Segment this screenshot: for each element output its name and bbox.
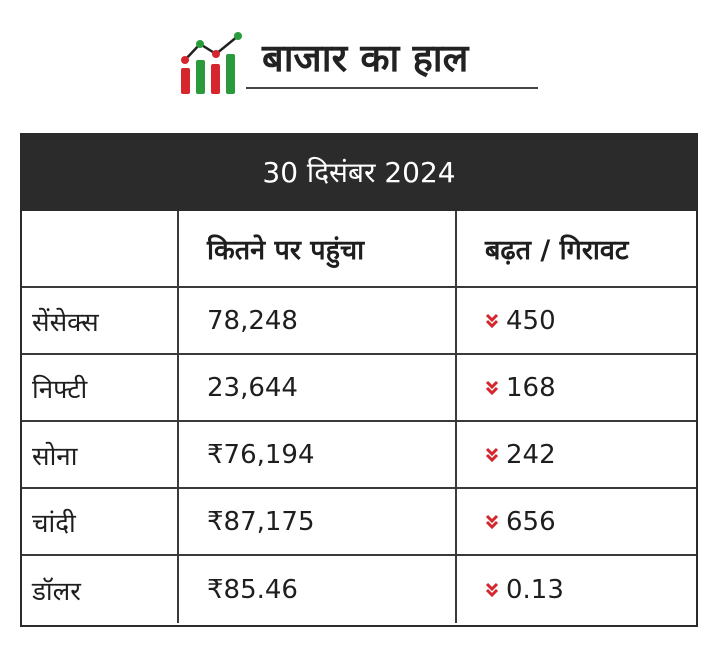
row-change: 0.13 <box>506 574 564 605</box>
row-change-cell: 168 <box>457 355 696 420</box>
row-value: ₹85.46 <box>179 556 457 623</box>
table-row: सोना ₹76,194 242 <box>22 422 696 489</box>
double-chevron-down-icon <box>485 380 499 395</box>
row-change-cell: 450 <box>457 288 696 353</box>
row-change: 168 <box>506 372 556 403</box>
title-underline <box>246 87 538 89</box>
double-chevron-down-icon <box>485 313 499 328</box>
table-row: डॉलर ₹85.46 0.13 <box>22 556 696 623</box>
page-title: बाजार का हाल <box>262 36 469 80</box>
row-name: निफ्टी <box>22 355 179 420</box>
table-row: सेंसेक्स 78,248 450 <box>22 288 696 355</box>
table-grid: कितने पर पहुंचा बढ़त / गिरावट सेंसेक्स 7… <box>22 211 696 623</box>
row-name: डॉलर <box>22 556 179 623</box>
column-header-value: कितने पर पहुंचा <box>179 211 457 286</box>
row-name: सेंसेक्स <box>22 288 179 353</box>
row-change: 656 <box>506 506 556 537</box>
table-header-row: कितने पर पहुंचा बढ़त / गिरावट <box>22 211 696 288</box>
column-header-name <box>22 211 179 286</box>
row-value: 23,644 <box>179 355 457 420</box>
date-banner: 30 दिसंबर 2024 <box>22 135 696 211</box>
row-change: 242 <box>506 439 556 470</box>
double-chevron-down-icon <box>485 582 499 597</box>
row-value: ₹76,194 <box>179 422 457 487</box>
row-change: 450 <box>506 305 556 336</box>
row-change-cell: 656 <box>457 489 696 554</box>
row-value: 78,248 <box>179 288 457 353</box>
column-header-change: बढ़त / गिरावट <box>485 235 629 266</box>
double-chevron-down-icon <box>485 514 499 529</box>
row-change-cell: 0.13 <box>457 556 696 623</box>
double-chevron-down-icon <box>485 447 499 462</box>
market-table: 30 दिसंबर 2024 कितने पर पहुंचा बढ़त / गि… <box>20 133 698 627</box>
row-change-cell: 242 <box>457 422 696 487</box>
table-row: निफ्टी 23,644 168 <box>22 355 696 422</box>
row-name: चांदी <box>22 489 179 554</box>
table-row: चांदी ₹87,175 656 <box>22 489 696 556</box>
row-name: सोना <box>22 422 179 487</box>
page-header: बाजार का हाल <box>178 28 540 94</box>
market-chart-logo-icon <box>181 32 242 94</box>
row-value: ₹87,175 <box>179 489 457 554</box>
